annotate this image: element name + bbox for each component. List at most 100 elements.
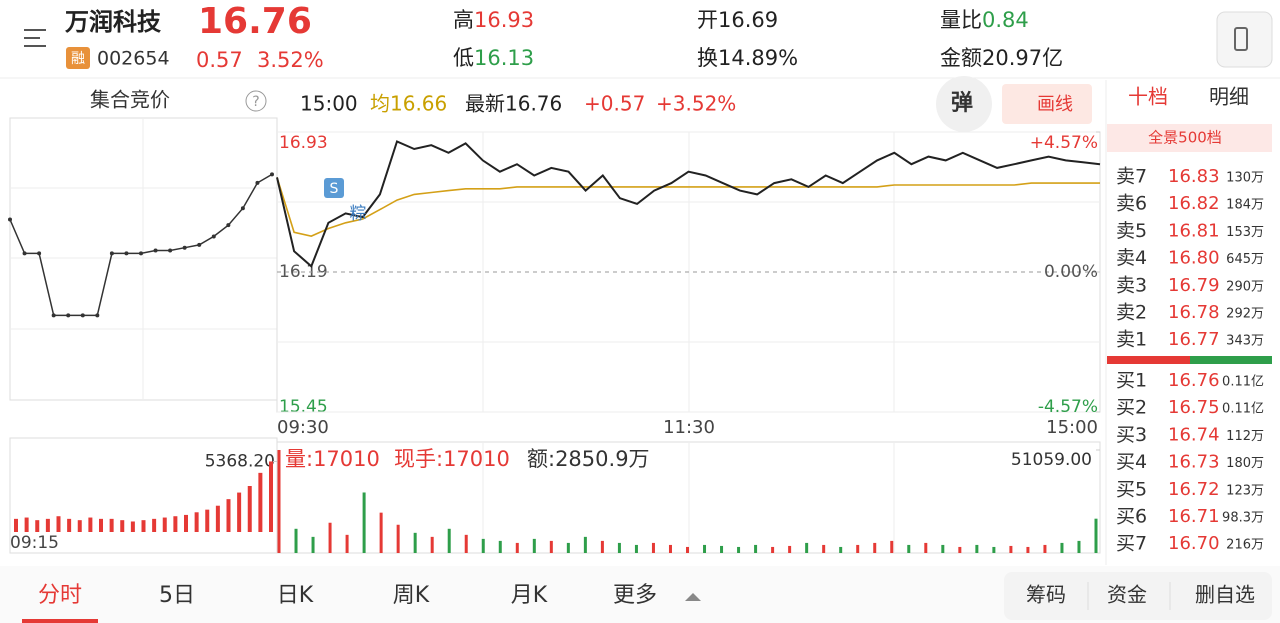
book-volume: 153万 (1226, 225, 1264, 240)
book-price: 16.82 (1168, 193, 1220, 214)
auction-volume-bar (237, 492, 242, 532)
book-volume: 112万 (1226, 429, 1264, 444)
auction-volume-bar (247, 486, 252, 532)
device-button[interactable] (1216, 11, 1273, 68)
auction-volume-bar (56, 516, 61, 532)
y2-tick-label: +4.57% (1030, 133, 1098, 153)
y2-tick-label: -4.57% (1038, 397, 1098, 417)
x-tick-label: 11:30 (663, 417, 715, 438)
volume-bar (413, 532, 417, 553)
book-volume: 343万 (1226, 334, 1264, 349)
book-label: 卖3 (1116, 274, 1147, 296)
book-volume: 0.11亿 (1222, 402, 1264, 417)
nav-tab[interactable]: 周K (393, 583, 430, 608)
auction-volume-bar (152, 518, 157, 532)
volume-bar (549, 540, 553, 553)
volume-info: 量:17010 (285, 447, 380, 471)
volume-bar (771, 546, 775, 553)
auction-volume-bar (130, 521, 135, 532)
book-label: 买4 (1116, 451, 1147, 473)
auction-volume-bar (45, 518, 50, 532)
help[interactable]: ? (252, 94, 259, 110)
nav-action[interactable]: 资金 (1107, 583, 1147, 607)
volume-bar (890, 540, 894, 553)
tb-change-pct: +3.52% (656, 92, 736, 116)
volume-bar (924, 542, 928, 553)
draw[interactable]: 画线 (1037, 94, 1073, 115)
nav-tab[interactable]: 日K (277, 583, 314, 608)
nav-tab[interactable]: 月K (511, 583, 548, 608)
book-volume: 0.11亿 (1222, 375, 1264, 390)
book-label: 买3 (1116, 424, 1147, 446)
volume-bar (975, 544, 979, 553)
book-tab[interactable]: 十档 (1128, 85, 1168, 109)
auction-point (51, 313, 56, 318)
nav-tab[interactable]: 更多 (613, 583, 657, 608)
book-volume: 184万 (1226, 198, 1264, 213)
volume-bar (651, 542, 655, 553)
volume-bar (992, 546, 996, 553)
auction-volume-bar (269, 461, 273, 532)
book-label: 卖7 (1116, 166, 1147, 188)
auction-point (168, 248, 173, 253)
volume-bar (311, 536, 315, 553)
volume-bar (720, 545, 724, 553)
volume-bar (532, 538, 536, 553)
more-arrow[interactable] (685, 593, 701, 601)
price-line (276, 140, 1101, 268)
panorama[interactable]: 全景500档 (1148, 129, 1222, 147)
volume-bar (737, 546, 741, 553)
volume-bar (907, 544, 911, 553)
badge-bg (66, 47, 90, 69)
popup-button[interactable] (936, 76, 992, 132)
volume-bar (277, 450, 281, 553)
stat-value: 16.69 (718, 8, 778, 32)
volume-bar (1026, 546, 1030, 553)
change: 0.57 (196, 48, 243, 72)
auction-volume-bar (226, 499, 231, 532)
panorama-bg[interactable] (1107, 124, 1272, 152)
latest: 最新16.76 (465, 92, 562, 116)
volume-bar (1060, 542, 1064, 553)
y-tick-label: 16.93 (279, 133, 328, 153)
volume-info: 现手:17010 (394, 447, 510, 471)
nav-action[interactable]: 筹码 (1026, 583, 1066, 607)
stock-code: 002654 (97, 48, 170, 70)
x-tick-label: 09:15 (10, 533, 59, 553)
nav-tab[interactable]: 分时 (38, 583, 82, 608)
auction-point (153, 248, 158, 253)
draw-button[interactable] (1002, 84, 1092, 124)
book-label: 卖6 (1116, 193, 1147, 215)
auction-point (270, 172, 274, 177)
volume-bar (856, 544, 860, 553)
auction-point (211, 234, 216, 239)
popup[interactable]: 弹 (951, 91, 973, 116)
nav-action[interactable]: 删自选 (1195, 583, 1255, 607)
auction-volume-bar (205, 509, 210, 532)
volume-bar (583, 536, 587, 553)
book-label: 买1 (1116, 370, 1147, 392)
menu-icon[interactable] (24, 29, 46, 47)
auction-volume-bar (88, 517, 93, 532)
bid-ratio (1190, 356, 1272, 364)
y-tick-label: 15.45 (279, 397, 328, 417)
volume-bar (839, 546, 843, 553)
book-price: 16.73 (1168, 452, 1220, 473)
time: 15:00 (300, 92, 358, 116)
price-grid (277, 132, 1100, 412)
book-tab[interactable]: 明细 (1209, 85, 1249, 109)
book-price: 16.81 (1168, 220, 1220, 241)
volume-bar (873, 542, 877, 553)
stock-price: 16.76 (198, 1, 312, 42)
volume-bar (447, 528, 451, 553)
auction-volume-bar (215, 505, 220, 532)
volume-bar (600, 540, 604, 553)
auction-point (197, 242, 202, 247)
volume-bar (1077, 540, 1081, 553)
auction-volume-bar (77, 520, 82, 532)
change-pct: 3.52% (257, 48, 324, 72)
volume-bar (941, 544, 945, 553)
auction-point (80, 313, 85, 318)
nav-tab[interactable]: 5日 (159, 583, 195, 608)
help-icon[interactable] (245, 90, 267, 112)
